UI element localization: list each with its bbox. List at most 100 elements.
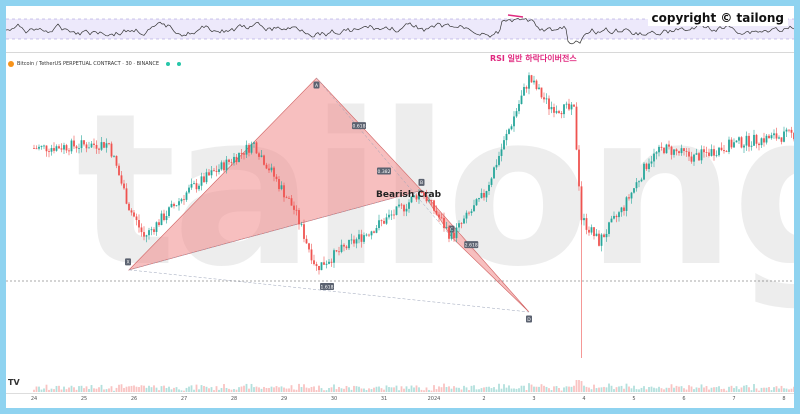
candle — [770, 132, 773, 140]
candle — [330, 258, 333, 267]
volume-bar — [235, 389, 238, 392]
candle — [680, 144, 683, 156]
pattern-triangle-bcd — [421, 190, 530, 313]
volume-bar — [705, 386, 708, 392]
candle — [298, 207, 300, 230]
candle — [710, 144, 713, 157]
candle — [545, 93, 548, 105]
volume-bar — [745, 385, 748, 392]
volume-bar — [495, 389, 498, 392]
volume-bar — [448, 386, 450, 392]
volume-bar — [255, 386, 258, 392]
svg-text:D: D — [527, 317, 531, 323]
volume-bar — [203, 385, 205, 392]
volume-bar — [563, 387, 565, 392]
candle — [780, 137, 783, 145]
candle — [200, 172, 203, 191]
volume-bar — [343, 388, 345, 392]
candle — [518, 100, 520, 115]
volume-bar — [228, 388, 230, 392]
volume-bar — [710, 387, 713, 392]
candle — [533, 75, 535, 85]
volume-bar — [378, 386, 380, 392]
symbol-info[interactable]: Bitcoin / TetherUS PERPETUAL CONTRACT · … — [8, 58, 182, 70]
volume-bar — [620, 385, 623, 392]
x-axis-separator — [6, 393, 794, 394]
volume-bar — [793, 386, 794, 392]
candle — [150, 226, 153, 236]
candle — [785, 127, 788, 137]
volume-bar — [718, 386, 720, 392]
volume-bar — [438, 386, 440, 392]
volume-bar — [583, 385, 585, 392]
candle — [540, 87, 543, 99]
volume-bar — [570, 386, 573, 392]
volume-bar — [368, 388, 370, 392]
candle — [735, 140, 738, 143]
candle — [218, 164, 220, 175]
candle — [690, 151, 693, 164]
candle — [45, 145, 48, 157]
candle — [155, 221, 158, 236]
volume-bar — [485, 386, 488, 392]
candle — [105, 138, 108, 153]
tradingview-logo[interactable]: TV — [8, 378, 20, 387]
candle — [170, 200, 173, 208]
candle — [503, 136, 505, 150]
candle — [335, 250, 338, 253]
candle — [720, 142, 723, 152]
volume-bar — [400, 386, 403, 392]
candle — [210, 165, 213, 179]
volume-bar — [318, 385, 320, 392]
volume-bar — [763, 387, 765, 392]
volume-bar — [323, 390, 325, 392]
candle — [280, 181, 283, 191]
candle — [113, 155, 115, 158]
volume-bar — [408, 388, 410, 392]
volume-bar — [75, 389, 78, 392]
volume-bar — [43, 388, 45, 392]
candle — [578, 145, 580, 191]
candle — [270, 163, 273, 173]
volume-bar — [355, 386, 358, 392]
candle — [340, 239, 343, 254]
candle — [415, 193, 418, 202]
candle — [75, 145, 78, 153]
volume-bar — [685, 389, 688, 392]
volume-bar — [238, 387, 240, 392]
ratio-label: 1.618 — [320, 282, 334, 290]
candle — [250, 141, 253, 155]
volume-bar — [313, 386, 315, 392]
candle — [80, 135, 83, 153]
volume-bar — [288, 388, 290, 392]
volume-bar — [588, 387, 590, 392]
volume-bar — [760, 387, 763, 392]
volume-bar — [730, 385, 733, 392]
candle — [385, 213, 388, 225]
volume-bar — [383, 389, 385, 392]
candle — [325, 260, 328, 269]
volume-bar — [535, 386, 538, 392]
volume-bar — [790, 388, 793, 392]
volume-bar — [703, 387, 705, 392]
volume-bar — [153, 385, 155, 392]
volume-bar — [338, 386, 340, 392]
copyright-label: copyright © tailong — [647, 10, 788, 26]
volume-bar — [510, 388, 513, 392]
candle — [623, 205, 625, 216]
volume-bar — [630, 388, 633, 392]
candle — [423, 191, 425, 199]
volume-bar — [253, 387, 255, 392]
volume-bar — [33, 389, 35, 392]
volume-bar — [453, 386, 455, 392]
candle — [788, 129, 790, 133]
volume-bar — [463, 385, 465, 392]
volume-bar — [690, 386, 693, 392]
candle — [398, 198, 400, 208]
volume-bar — [370, 389, 373, 392]
candle — [253, 141, 255, 148]
volume-bar — [500, 388, 503, 392]
volume-bar — [443, 383, 445, 392]
candle — [555, 105, 558, 115]
volume-bar — [598, 387, 600, 392]
